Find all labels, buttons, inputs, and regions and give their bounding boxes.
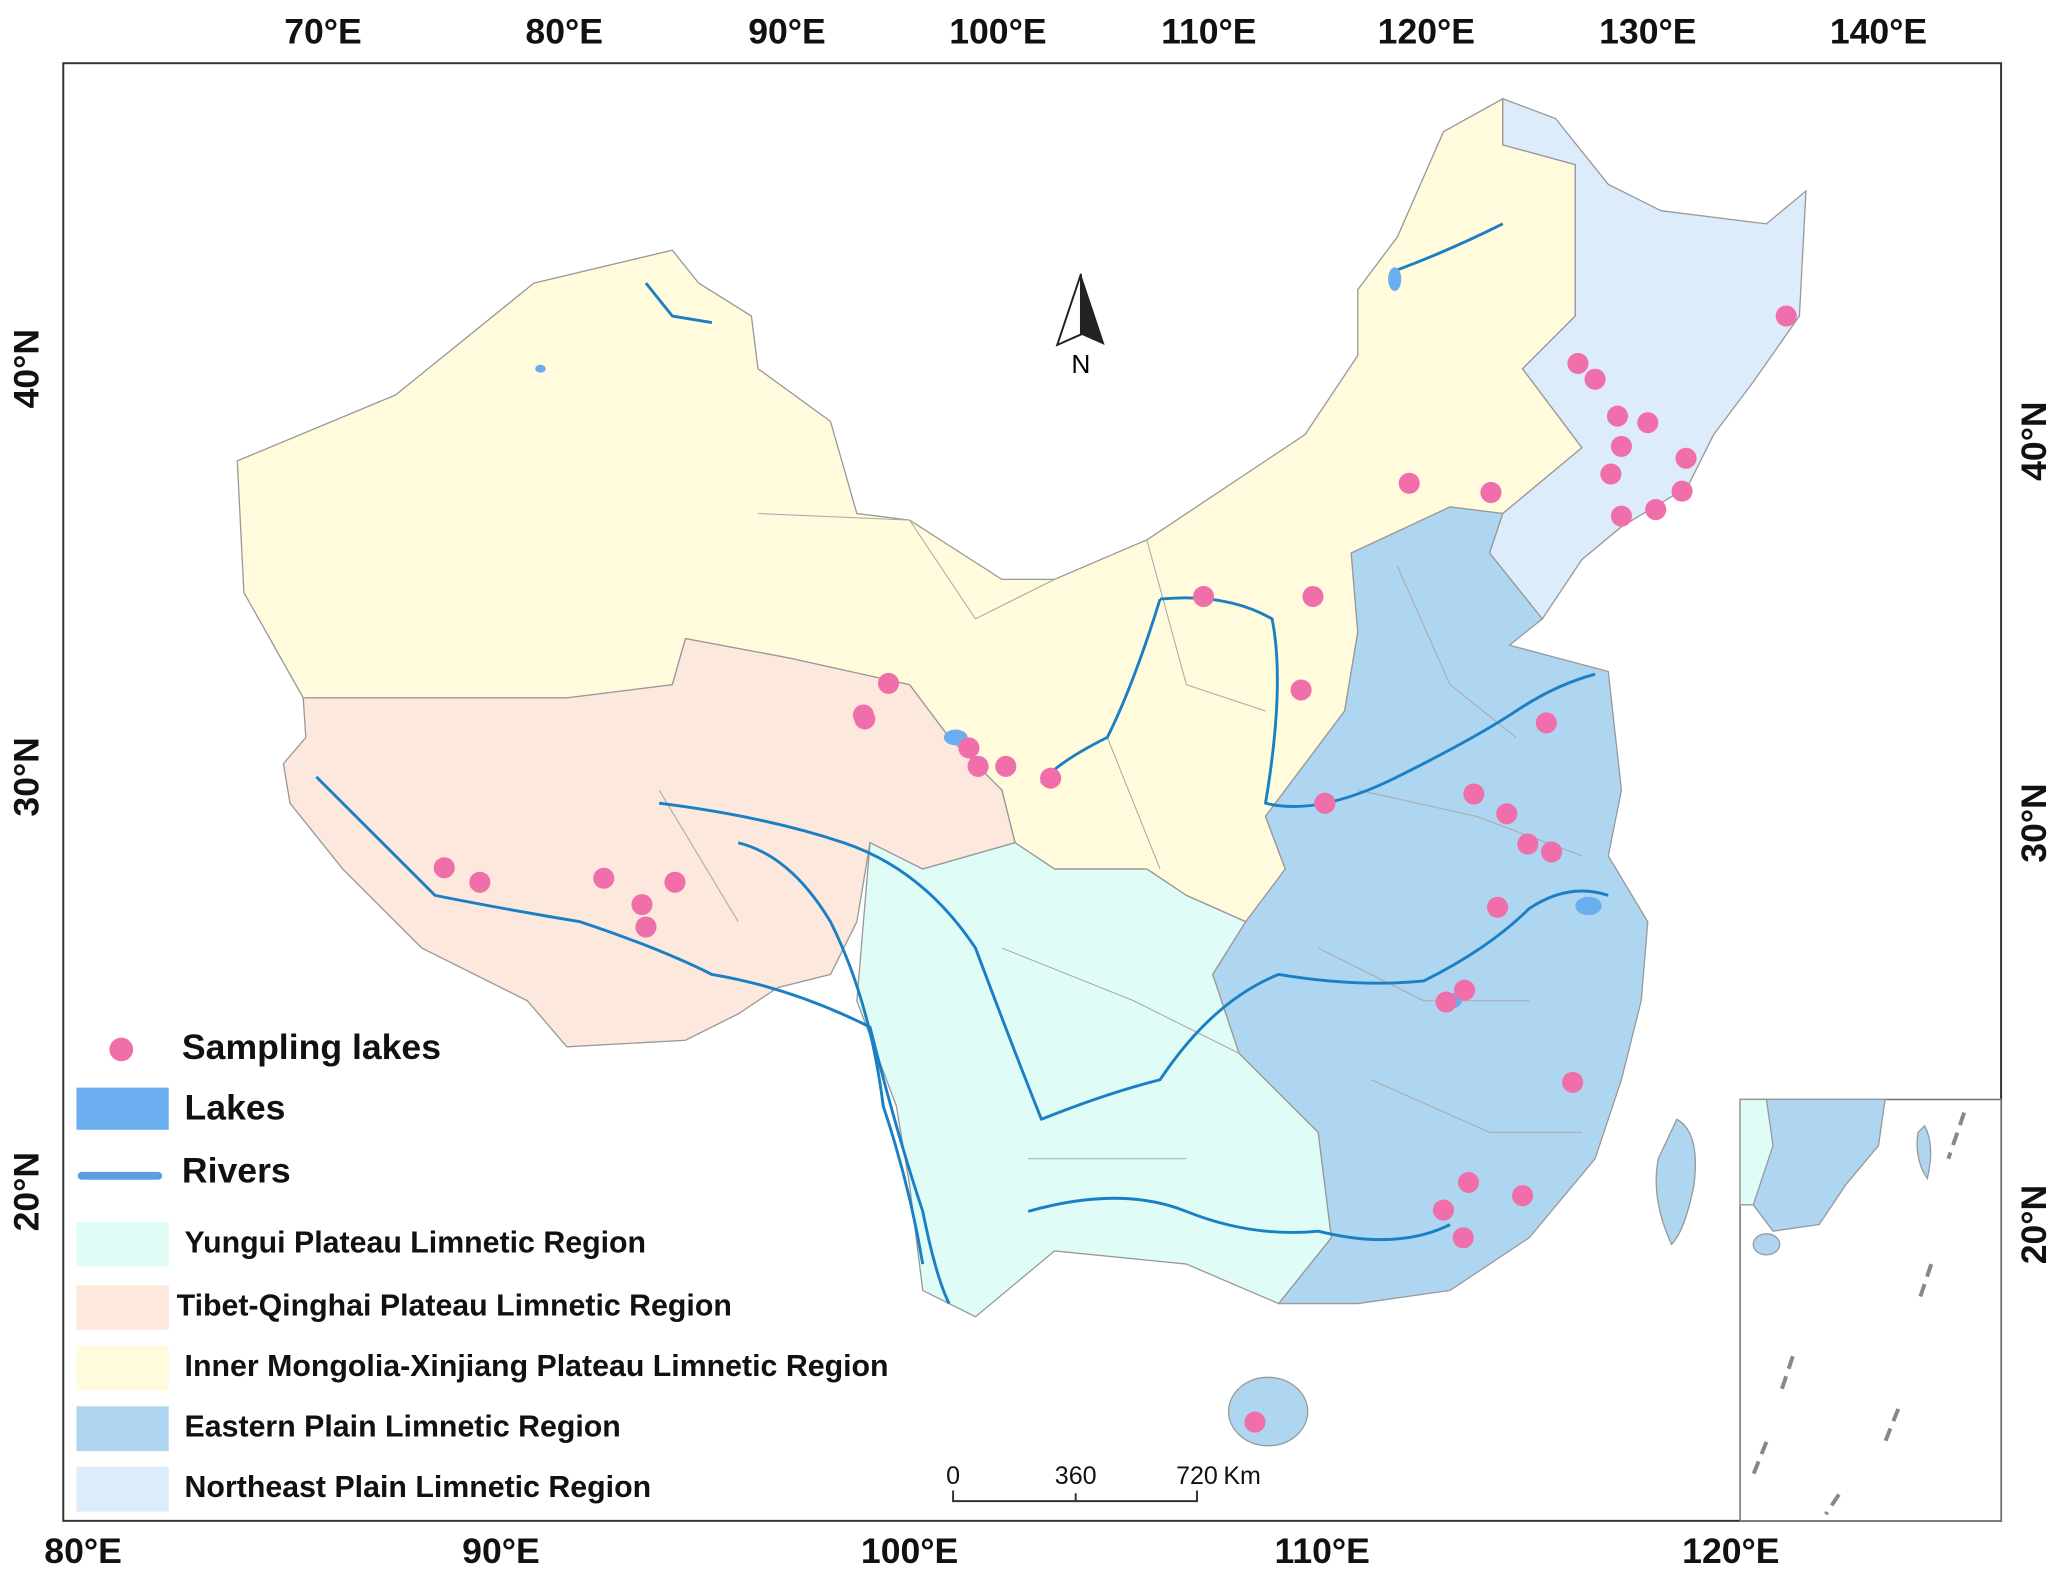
- sampling-lake: [1480, 481, 1502, 503]
- left-lat-label: 40°N: [6, 329, 46, 408]
- bottom-lon-label: 110°E: [1275, 1531, 1370, 1571]
- tibet-qinghai-region: [282, 637, 1016, 1048]
- sampling-lake: [1600, 463, 1622, 485]
- top-lon-label: 140°E: [1830, 12, 1927, 52]
- right-lat-label: 40°N: [2014, 401, 2054, 480]
- legend-label: Lakes: [185, 1087, 286, 1127]
- graticule-labels: 70°E 80°E 90°E 100°E 110°E 120°E 130°E 140°E 80°…: [6, 12, 2054, 1572]
- sampling-lake: [1457, 1171, 1480, 1193]
- sampling-lake: [433, 857, 455, 879]
- province-borders: [658, 513, 1583, 1160]
- regions: [236, 97, 1807, 1447]
- sampling-lake: [631, 894, 653, 916]
- sampling-lake: [1675, 447, 1697, 469]
- sampling-lake: [1302, 585, 1324, 608]
- legend-label: Northeast Plain Limnetic Region: [185, 1471, 652, 1504]
- sampling-lake: [995, 755, 1017, 777]
- sampling-lake: [1562, 1071, 1584, 1093]
- sampling-lake: [1432, 1199, 1455, 1221]
- sampling-lake: [664, 871, 686, 893]
- sampling-lake: [1398, 472, 1420, 494]
- sampling-lake: [854, 708, 876, 730]
- legend-label: Eastern Plain Limnetic Region: [185, 1411, 621, 1444]
- sampling-lakes: [433, 305, 1797, 1433]
- sampling-lake: [1606, 405, 1629, 427]
- sampling-lake: [1486, 896, 1509, 918]
- sampling-lake: [1290, 679, 1312, 701]
- legend-symbol: [76, 1345, 169, 1391]
- sampling-lake: [469, 871, 491, 893]
- sampling-lake: [1040, 767, 1062, 789]
- scale-bar: 0 360 720 Km: [946, 1462, 1261, 1503]
- rivers: [315, 222, 1609, 1305]
- legend-symbol: [76, 1466, 169, 1512]
- legend-symbol: [76, 1087, 169, 1130]
- sampling-lake: [958, 737, 980, 759]
- right-lat-label: 30°N: [2014, 783, 2054, 862]
- left-lat-label: 30°N: [6, 737, 46, 816]
- sampling-lake: [593, 867, 615, 889]
- legend-label: Inner Mongolia-Xinjiang Plateau Limnetic…: [185, 1350, 889, 1383]
- legend-symbol: [76, 1221, 169, 1267]
- top-lon-label: 90°E: [748, 12, 826, 52]
- north-label: N: [1071, 349, 1090, 379]
- inset-map: [1739, 1098, 2002, 1522]
- sampling-lake: [1193, 585, 1215, 608]
- legend: Sampling lakes Lakes Rivers Yungui Plateau …: [76, 1027, 889, 1512]
- sampling-lake: [1567, 352, 1589, 374]
- left-lat-label: 20°N: [6, 1152, 46, 1231]
- legend-symbol: [76, 1285, 169, 1330]
- bottom-lon-label: 90°E: [462, 1531, 540, 1571]
- scale-label: 360: [1055, 1462, 1097, 1490]
- sampling-lake: [1452, 1227, 1474, 1249]
- sampling-lake: [877, 672, 900, 694]
- top-lon-label: 100°E: [949, 12, 1046, 52]
- top-lon-label: 110°E: [1161, 12, 1256, 52]
- sampling-lake: [1435, 991, 1457, 1013]
- sampling-lake: [1314, 792, 1336, 814]
- top-lon-label: 130°E: [1599, 12, 1696, 52]
- sampling-lake: [1610, 435, 1632, 457]
- sampling-lake: [967, 755, 989, 777]
- taiwan: [1655, 1118, 1697, 1246]
- sampling-lake: [635, 916, 657, 938]
- sampling-lake: [1463, 783, 1485, 805]
- bottom-lon-label: 80°E: [44, 1531, 122, 1571]
- sampling-lake: [1637, 412, 1659, 434]
- bottom-lon-label: 120°E: [1682, 1531, 1779, 1571]
- right-lat-label: 20°N: [2014, 1185, 2054, 1264]
- hainan: [1227, 1376, 1309, 1447]
- scale-label: 720: [1176, 1462, 1218, 1490]
- sampling-lake: [1517, 833, 1539, 855]
- sampling-lake: [1610, 505, 1632, 527]
- eastern-plain-region: [1212, 506, 1649, 1305]
- top-lon-label: 120°E: [1378, 12, 1475, 52]
- sampling-lake: [1454, 979, 1476, 1001]
- bottom-lon-label: 100°E: [861, 1531, 958, 1571]
- legend-symbol: [76, 1406, 169, 1452]
- sampling-lake: [1496, 803, 1518, 825]
- sampling-lake: [1244, 1411, 1266, 1433]
- sampling-lake: [1645, 499, 1667, 521]
- legend-label: Rivers: [182, 1151, 291, 1191]
- top-lon-label: 70°E: [284, 12, 362, 52]
- scale-label: 0: [946, 1462, 960, 1490]
- sampling-lake: [1671, 480, 1693, 502]
- scale-unit: Km: [1223, 1462, 1261, 1490]
- sampling-lake: [1535, 712, 1557, 734]
- legend-symbol: [109, 1037, 134, 1062]
- sampling-lake: [1775, 305, 1797, 327]
- sampling-lake: [1584, 368, 1606, 390]
- legend-label: Yungui Plateau Limnetic Region: [185, 1226, 647, 1259]
- legend-label: Tibet-Qinghai Plateau Limnetic Region: [177, 1290, 732, 1323]
- sampling-lake: [1512, 1185, 1534, 1207]
- top-lon-label: 80°E: [525, 12, 603, 52]
- sampling-lake: [1541, 841, 1563, 863]
- legend-label: Sampling lakes: [182, 1027, 441, 1067]
